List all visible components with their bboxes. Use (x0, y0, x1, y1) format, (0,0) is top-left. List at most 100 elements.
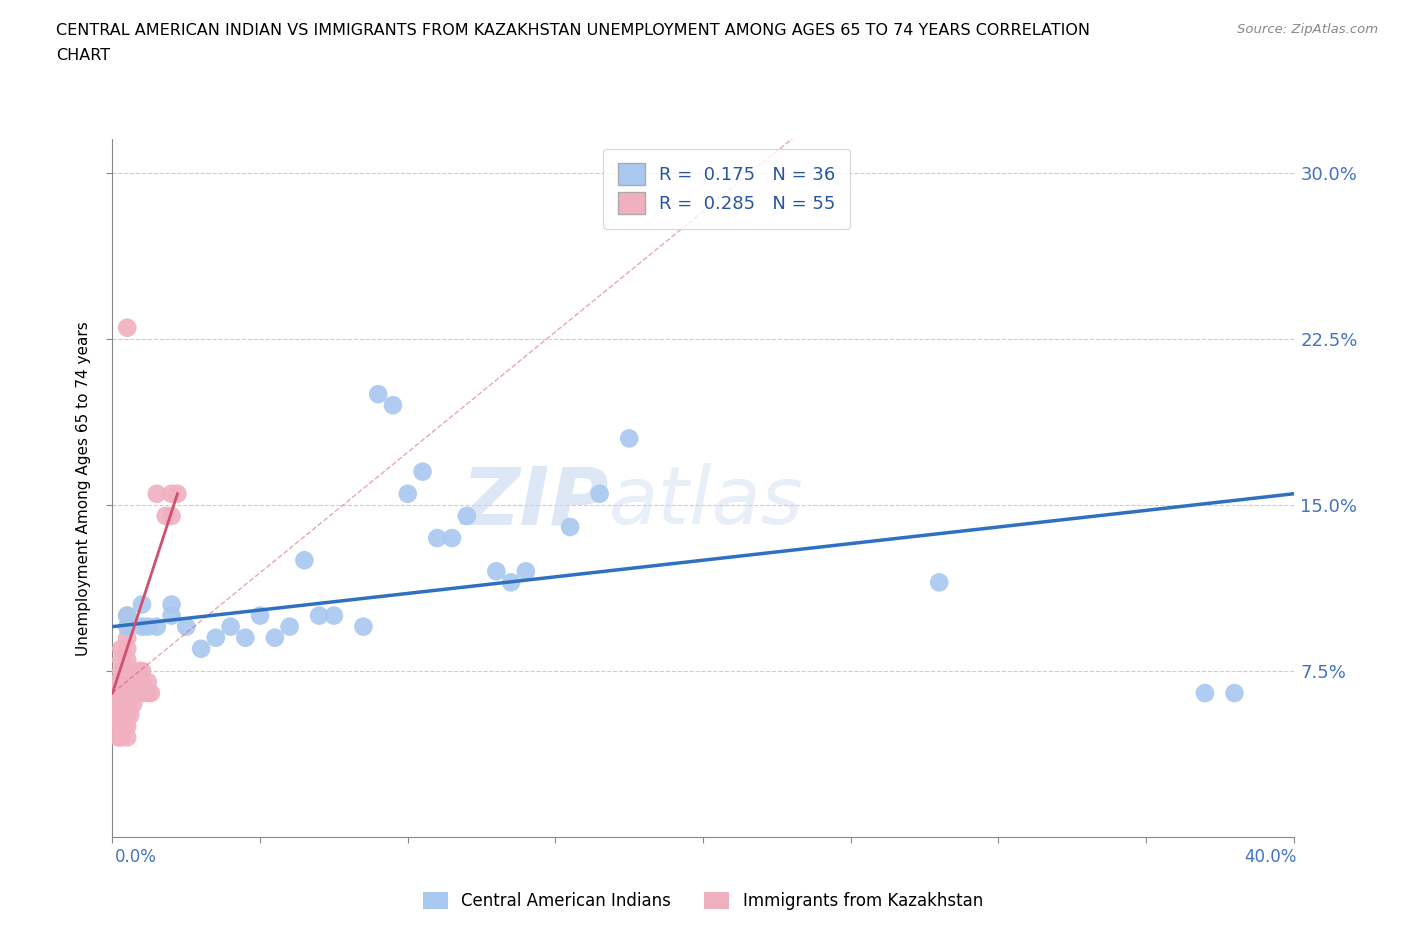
Point (110, 653, 132, 668)
Text: ZIP: ZIP (461, 463, 609, 541)
Point (190, 642, 212, 657)
Point (160, 509, 183, 524)
Point (125, 685, 148, 700)
Text: Source: ZipAtlas.com: Source: ZipAtlas.com (1237, 23, 1378, 36)
Point (112, 719, 135, 734)
Point (1194, 685, 1216, 700)
Point (117, 320, 138, 335)
Point (117, 730, 138, 745)
Point (117, 674, 138, 689)
Point (112, 674, 135, 689)
Point (146, 619, 169, 634)
Point (117, 608, 138, 623)
Point (292, 552, 315, 567)
Point (264, 631, 287, 645)
Point (382, 398, 405, 413)
Point (117, 631, 138, 645)
Point (120, 674, 142, 689)
Point (117, 608, 138, 623)
Point (411, 464, 433, 479)
Point (107, 708, 129, 723)
Point (558, 520, 582, 535)
Point (112, 697, 135, 711)
Point (122, 697, 145, 711)
Point (928, 575, 950, 590)
Y-axis label: Unemployment Among Ages 65 to 74 years: Unemployment Among Ages 65 to 74 years (76, 321, 91, 656)
Point (160, 597, 183, 612)
Point (136, 674, 159, 689)
Point (323, 608, 346, 623)
Point (278, 619, 301, 634)
Point (117, 642, 138, 657)
Text: CHART: CHART (56, 48, 110, 63)
Point (110, 697, 132, 711)
Point (110, 642, 132, 657)
Point (441, 531, 464, 546)
Point (122, 685, 145, 700)
Point (249, 608, 271, 623)
Point (456, 509, 478, 524)
Point (131, 597, 153, 612)
Point (110, 663, 132, 678)
Point (117, 663, 138, 678)
Point (107, 719, 129, 734)
Point (160, 608, 183, 623)
Point (125, 674, 148, 689)
Point (117, 708, 138, 723)
Point (107, 685, 129, 700)
Point (619, 431, 641, 445)
Point (110, 719, 132, 734)
Point (485, 564, 508, 578)
Point (233, 631, 256, 645)
Text: 40.0%: 40.0% (1244, 848, 1296, 866)
Point (128, 674, 150, 689)
Point (174, 619, 197, 634)
Point (107, 697, 129, 711)
Point (205, 631, 228, 645)
Point (131, 685, 153, 700)
Point (367, 387, 389, 402)
Point (117, 619, 138, 634)
Point (131, 663, 153, 678)
Point (515, 564, 537, 578)
Point (139, 685, 162, 700)
Point (120, 685, 142, 700)
Point (352, 619, 374, 634)
Point (122, 674, 145, 689)
Text: 0.0%: 0.0% (115, 848, 157, 866)
Point (131, 674, 153, 689)
Point (110, 674, 132, 689)
Point (160, 486, 183, 501)
Point (131, 619, 153, 634)
Point (112, 663, 135, 678)
Legend: Central American Indians, Immigrants from Kazakhstan: Central American Indians, Immigrants fro… (416, 885, 990, 917)
Point (120, 708, 142, 723)
Point (110, 730, 132, 745)
Point (110, 708, 132, 723)
Point (219, 619, 242, 634)
Point (501, 575, 523, 590)
Point (117, 697, 138, 711)
Point (136, 685, 159, 700)
Point (155, 509, 177, 524)
Point (128, 663, 150, 678)
Point (117, 719, 138, 734)
Point (107, 674, 129, 689)
Point (166, 486, 188, 501)
Legend: R =  0.175   N = 36, R =  0.285   N = 55: R = 0.175 N = 36, R = 0.285 N = 55 (603, 149, 851, 229)
Point (112, 685, 135, 700)
Point (112, 708, 135, 723)
Text: CENTRAL AMERICAN INDIAN VS IMMIGRANTS FROM KAZAKHSTAN UNEMPLOYMENT AMONG AGES 65: CENTRAL AMERICAN INDIAN VS IMMIGRANTS FR… (56, 23, 1090, 38)
Point (107, 730, 129, 745)
Point (146, 486, 169, 501)
Point (136, 619, 159, 634)
Point (117, 685, 138, 700)
Text: atlas: atlas (609, 463, 803, 541)
Point (128, 685, 150, 700)
Point (117, 653, 138, 668)
Point (426, 531, 449, 546)
Point (308, 608, 330, 623)
Point (396, 486, 419, 501)
Point (1223, 685, 1246, 700)
Point (588, 486, 610, 501)
